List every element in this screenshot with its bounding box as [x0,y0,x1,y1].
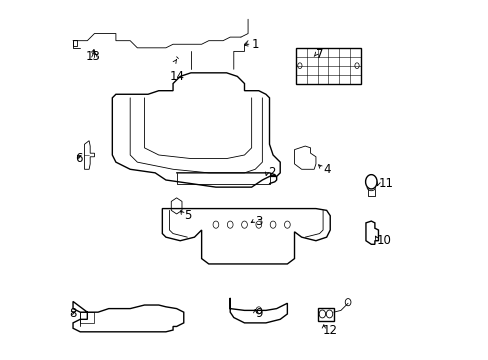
Text: 12: 12 [323,324,337,337]
Text: 10: 10 [376,234,391,247]
Text: 11: 11 [378,177,393,190]
Text: 5: 5 [183,209,191,222]
Text: 4: 4 [323,163,330,176]
Text: 7: 7 [315,49,323,62]
Text: 2: 2 [267,166,275,179]
Text: 14: 14 [169,70,184,83]
Bar [296,48,360,84]
Text: 6: 6 [75,152,82,165]
Text: 13: 13 [85,50,100,63]
Bar [317,307,333,321]
Bar [80,312,94,323]
Text: 1: 1 [251,38,259,51]
Text: 9: 9 [255,307,262,320]
Bar [73,40,77,46]
Text: 8: 8 [69,307,77,320]
Text: 3: 3 [255,215,262,228]
